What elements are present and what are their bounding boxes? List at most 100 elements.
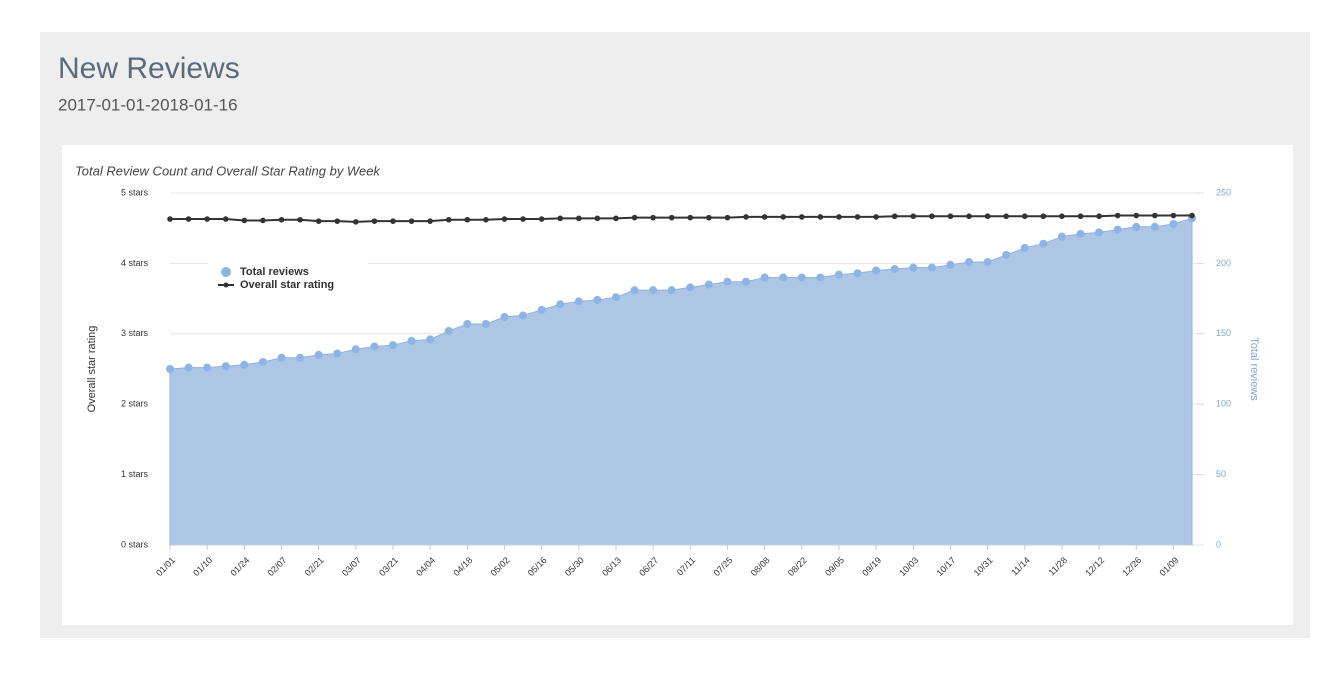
area-point (444, 326, 453, 335)
line-point (185, 216, 192, 222)
legend-label: Overall star rating (240, 279, 334, 291)
chart-title: Total Review Count and Overall Star Rati… (75, 163, 381, 178)
area-point (463, 319, 472, 328)
area-point (593, 296, 602, 305)
area-point (1002, 250, 1011, 259)
line-point (947, 213, 954, 220)
area-point (574, 297, 583, 306)
area-point (388, 341, 397, 350)
line-point (1114, 212, 1121, 219)
line-point (334, 218, 341, 224)
line-point (631, 214, 638, 221)
y-tick-label: 2 stars (121, 399, 149, 409)
line-point (668, 214, 675, 221)
line-point (724, 214, 731, 221)
line-point (873, 214, 879, 220)
line-point (222, 216, 229, 222)
line-point (706, 214, 712, 221)
y-tick-label: 0 stars (121, 539, 149, 549)
line-point (427, 218, 433, 224)
area-point (314, 350, 323, 359)
area-point (1095, 228, 1104, 237)
area-point (1113, 225, 1122, 234)
area-point (760, 273, 769, 282)
line-point (798, 214, 805, 220)
line-point (910, 213, 917, 220)
line-point (1040, 213, 1047, 220)
y-tick-label: 1 stars (121, 469, 149, 479)
area-point (983, 257, 992, 266)
area-point (704, 280, 713, 289)
area-point (481, 319, 490, 328)
line-point (1077, 213, 1084, 220)
area-point (909, 263, 918, 272)
area-point (686, 283, 695, 292)
line-point (817, 214, 824, 220)
line-point (501, 216, 508, 222)
y2-tick-label: 50 (1216, 469, 1226, 479)
area-point (333, 349, 342, 358)
line-point (891, 213, 898, 220)
area-point (1132, 222, 1141, 231)
line-point (390, 218, 396, 224)
line-point (1170, 212, 1177, 219)
line-point (1021, 213, 1028, 220)
y2-axis-title: Total reviews (1248, 337, 1260, 401)
line-point (761, 214, 768, 220)
page-title: New Reviews (58, 52, 240, 85)
area-point (1150, 222, 1159, 231)
area-point (500, 312, 509, 321)
area-point (370, 342, 379, 351)
area-point (166, 365, 174, 373)
line-point (204, 216, 210, 222)
line-point (278, 216, 285, 223)
line-point (576, 215, 582, 222)
area-point (258, 357, 267, 366)
line-point (966, 213, 972, 220)
line-point (1189, 212, 1195, 219)
area-point (890, 265, 899, 274)
y2-tick-label: 0 (1216, 539, 1221, 549)
area-point (853, 269, 862, 278)
line-point (929, 213, 935, 220)
area-point (797, 273, 806, 282)
area-point (834, 270, 843, 279)
area-point (519, 311, 528, 320)
line-point (371, 218, 378, 224)
area-point (927, 263, 936, 272)
line-point (557, 215, 564, 222)
area-point (221, 362, 230, 371)
area-point (667, 286, 676, 295)
line-point (408, 218, 415, 224)
area-point (965, 257, 974, 266)
legend-label: Total reviews (240, 266, 309, 278)
y2-tick-label: 250 (1216, 187, 1231, 197)
area-point (946, 260, 955, 269)
area-point (426, 335, 435, 344)
area-point (1039, 239, 1048, 248)
line (170, 214, 1192, 223)
line-point (445, 216, 452, 223)
y-tick-label: 4 stars (121, 258, 149, 268)
area-point (649, 286, 658, 295)
area-point (742, 277, 751, 286)
line-point (464, 216, 471, 223)
line-point (520, 216, 526, 222)
line-point (1003, 213, 1009, 220)
line-point (854, 214, 861, 220)
line-point (1152, 212, 1158, 219)
area-point (872, 266, 881, 275)
legend-box (208, 262, 368, 296)
line-point (613, 215, 619, 222)
line-point (650, 214, 656, 221)
area-point (407, 336, 416, 345)
area-point (816, 273, 825, 282)
line-point (1133, 212, 1140, 219)
line-point (984, 213, 991, 220)
line-point (167, 216, 173, 222)
area-point (723, 277, 732, 286)
line-point (260, 217, 266, 224)
y2-tick-label: 100 (1216, 399, 1231, 409)
area-point (1020, 243, 1029, 252)
